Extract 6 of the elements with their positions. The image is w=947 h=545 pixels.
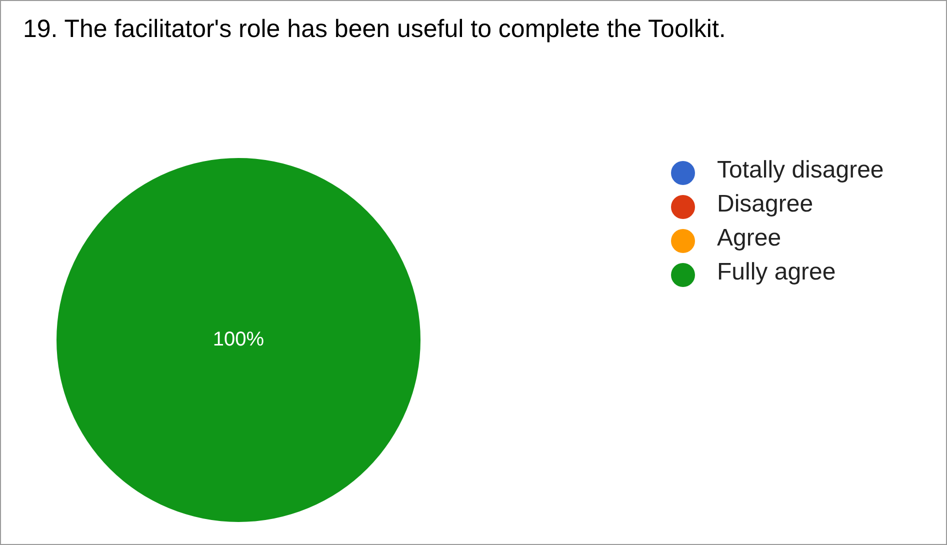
legend-label: Agree	[717, 224, 782, 252]
legend-label: Disagree	[717, 190, 814, 218]
chart-title: 19. The facilitator's role has been useful to complete the Toolkit.	[23, 15, 726, 44]
legend-label: Fully agree	[717, 258, 836, 286]
legend-label: Totally disagree	[717, 156, 884, 184]
data-label: 100%	[212, 328, 264, 351]
